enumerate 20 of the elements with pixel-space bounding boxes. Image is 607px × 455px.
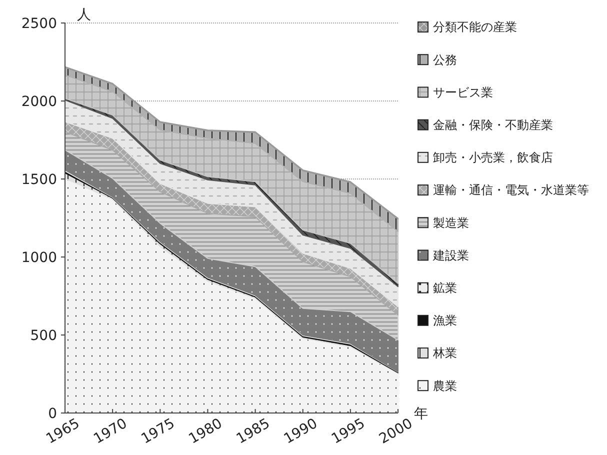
legend-label: 農業	[433, 378, 457, 393]
legend-label: サービス業	[433, 85, 493, 100]
y-tick-label: 2500	[21, 16, 57, 32]
legend-label: 林業	[432, 346, 457, 360]
legend-label: 鉱業	[433, 281, 457, 295]
legend-label: 金融・保険・不動産業	[433, 118, 553, 132]
x-axis-title: 年	[414, 406, 428, 422]
y-tick-label: 2000	[21, 94, 57, 110]
y-tick-label: 500	[30, 328, 57, 344]
legend-label: 運輸・通信・電気・水道業等	[433, 183, 589, 198]
y-tick-label: 1000	[21, 250, 57, 266]
legend-label: 卸売・小売業，飲食店	[433, 150, 553, 165]
y-tick-label: 1500	[21, 172, 57, 188]
legend-label: 分類不能の産業	[433, 20, 517, 34]
legend-label: 建設業	[432, 248, 469, 262]
y-tick-label: 0	[48, 406, 57, 422]
legend-label: 漁業	[433, 314, 457, 328]
legend-label: 公務	[433, 52, 457, 67]
y-axis-title: 人	[77, 7, 91, 23]
legend-label: 製造業	[433, 216, 469, 230]
